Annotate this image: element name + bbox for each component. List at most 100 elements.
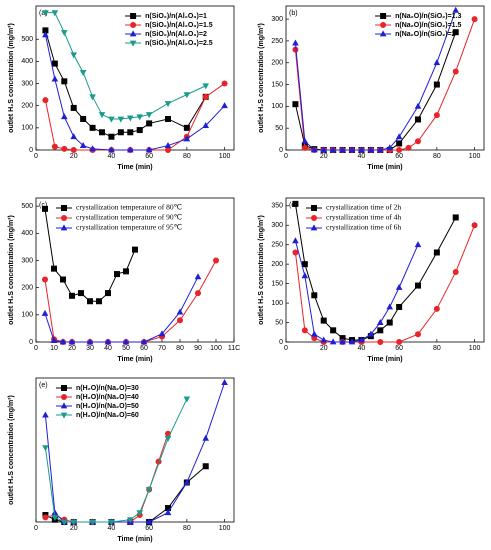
y-tick-label: 0 (279, 339, 283, 346)
x-tick-label: 20 (68, 345, 76, 352)
x-tick-label: 80 (433, 345, 441, 352)
marker (310, 224, 318, 231)
marker (320, 317, 327, 324)
x-tick-label: 80 (183, 525, 191, 532)
marker (339, 335, 346, 342)
marker (42, 411, 49, 418)
legend-label: n(H₂O)/n(Na₂O)=50 (76, 403, 139, 410)
y-tick-label: 200 (271, 60, 283, 67)
series-line (45, 465, 207, 523)
marker (452, 6, 460, 13)
marker (42, 27, 49, 34)
marker (61, 385, 67, 391)
marker (395, 133, 403, 140)
y-tick-label: 300 (21, 257, 33, 264)
legend-label: crystallization temperature of 80℃ (76, 203, 183, 212)
marker (377, 339, 384, 345)
marker (348, 146, 356, 153)
x-tick-label: 60 (395, 345, 403, 352)
marker (452, 268, 459, 275)
x-tick-label: 60 (140, 345, 148, 352)
marker (310, 330, 318, 337)
y-tick-label: 500 (21, 36, 33, 43)
y-tick-label: 400 (21, 230, 33, 237)
y-axis-label: outlet H₂S concentration (mg/m³) (8, 215, 15, 325)
marker (396, 339, 403, 345)
legend-label: n(Na₂O)/n(SiO₂)=1.5 (395, 22, 461, 29)
marker (136, 127, 143, 134)
y-tick-label: 100 (271, 300, 283, 307)
panel-label: (c) (39, 202, 47, 209)
marker (60, 30, 68, 37)
marker (70, 52, 78, 59)
x-tick-label: 100 (469, 345, 481, 352)
marker (433, 305, 440, 312)
marker (379, 30, 387, 37)
marker (42, 205, 48, 212)
x-axis-label: Time (min) (117, 536, 152, 543)
y-tick-label: 350 (271, 203, 283, 210)
legend-label: n(H₂O)/n(Na₂O)=60 (76, 412, 139, 419)
x-tick-label: 20 (70, 525, 78, 532)
x-tick-label: 20 (320, 153, 328, 160)
x-tick-label: 40 (108, 525, 116, 532)
marker (452, 214, 459, 221)
marker (61, 145, 68, 152)
marker (89, 145, 96, 152)
legend-label: n(Na₂O)/n(SiO₂)=1.3 (395, 13, 461, 20)
marker (51, 10, 59, 17)
y-tick-label: 300 (271, 16, 283, 23)
marker (117, 129, 124, 136)
panel: (d)020406080100050100150200250300350Time… (258, 197, 485, 363)
marker (221, 80, 228, 87)
legend-label: crystallization time of 2h (326, 203, 401, 212)
marker (367, 146, 375, 153)
y-tick-label: 0 (29, 339, 33, 346)
marker (358, 146, 365, 153)
marker (202, 93, 209, 100)
y-tick-label: 250 (271, 242, 283, 249)
marker (41, 309, 49, 316)
marker (123, 268, 129, 275)
x-tick-label: 50 (122, 345, 130, 352)
x-tick-label: 80 (176, 345, 184, 352)
panel: (c) 0 10 20 30 40 50 60 70 80 90 100 11C 0 100 200 300 40… (8, 197, 240, 363)
marker (80, 115, 87, 122)
x-tick-label: 80 (183, 153, 191, 160)
marker (301, 261, 308, 268)
series-line (294, 240, 419, 343)
marker (61, 205, 67, 211)
legend-label: n(SiO₂)/n(Al₂O₃)=1.5 (145, 22, 213, 29)
legend-label: crystallization temperature of 95℃ (76, 223, 183, 232)
marker (320, 336, 328, 343)
marker (165, 147, 171, 153)
marker (70, 133, 78, 140)
x-tick-label: 30 (86, 345, 94, 352)
marker (60, 412, 68, 419)
series-line (44, 260, 217, 343)
marker (42, 10, 49, 17)
marker (60, 276, 66, 283)
marker (51, 514, 59, 521)
x-tick-label: 60 (145, 153, 153, 160)
marker (108, 116, 115, 123)
y-tick-label: 100 (271, 103, 283, 110)
marker (86, 338, 94, 345)
marker (292, 237, 299, 244)
marker (105, 290, 111, 297)
marker (87, 298, 93, 305)
x-axis-label: Time (min) (117, 164, 152, 171)
marker (380, 22, 387, 28)
y-tick-label: 200 (21, 285, 33, 292)
marker (158, 330, 166, 337)
marker (132, 246, 138, 253)
y-axis-label: outlet H₂S concentration (mg/m³) (8, 395, 15, 505)
marker (61, 78, 68, 85)
marker (415, 331, 421, 338)
marker (89, 124, 96, 131)
marker (108, 133, 115, 140)
marker (358, 336, 365, 343)
marker (79, 70, 87, 77)
marker (195, 290, 201, 297)
